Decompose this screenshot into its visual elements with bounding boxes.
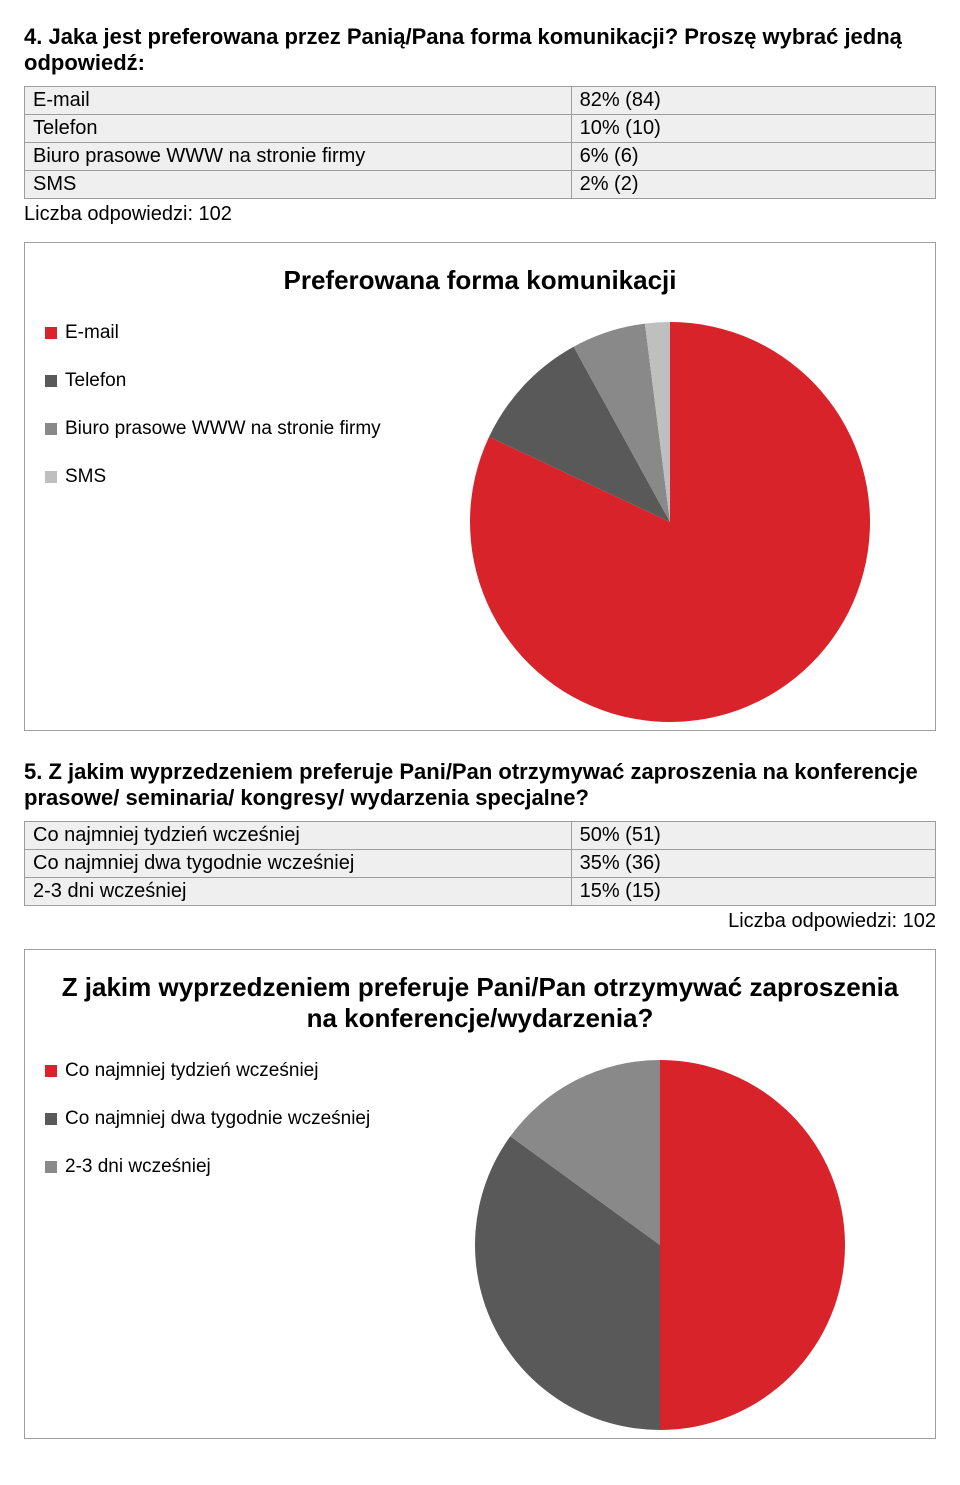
- legend-item: 2-3 dni wcześniej: [45, 1156, 405, 1178]
- q4-chart-box: Preferowana forma komunikacji E-mail Tele…: [24, 242, 936, 731]
- legend-label: Biuro prasowe WWW na stronie firmy: [65, 418, 381, 440]
- table-row: Co najmniej tydzień wcześniej 50% (51): [25, 822, 936, 850]
- legend-label: SMS: [65, 466, 106, 488]
- q5-table: Co najmniej tydzień wcześniej 50% (51) C…: [24, 821, 936, 906]
- legend-label: 2-3 dni wcześniej: [65, 1156, 211, 1178]
- legend-label: E-mail: [65, 322, 119, 344]
- legend-item: E-mail: [45, 322, 425, 344]
- legend-item: Biuro prasowe WWW na stronie firmy: [45, 418, 425, 440]
- legend-item: Co najmniej dwa tygodnie wcześniej: [45, 1108, 405, 1130]
- q5-count: Liczba odpowiedzi: 102: [24, 910, 936, 933]
- legend-item: SMS: [45, 466, 425, 488]
- legend-label: Telefon: [65, 370, 126, 392]
- pie-slice: [660, 1060, 845, 1430]
- q4-title: 4. Jaka jest preferowana przez Panią/Pan…: [24, 24, 936, 76]
- cell-label: E-mail: [25, 87, 572, 115]
- cell-label: Co najmniej dwa tygodnie wcześniej: [25, 850, 572, 878]
- cell-value: 82% (84): [571, 87, 935, 115]
- q4-count: Liczba odpowiedzi: 102: [24, 203, 936, 226]
- legend-item: Co najmniej tydzień wcześniej: [45, 1060, 405, 1082]
- q4-chart-title: Preferowana forma komunikacji: [45, 265, 915, 296]
- legend-swatch: [45, 423, 57, 435]
- table-row: Co najmniej dwa tygodnie wcześniej 35% (…: [25, 850, 936, 878]
- cell-label: 2-3 dni wcześniej: [25, 878, 572, 906]
- q5-chart-title: Z jakim wyprzedzeniem preferuje Pani/Pan…: [45, 972, 915, 1034]
- legend-swatch: [45, 1065, 57, 1077]
- legend-item: Telefon: [45, 370, 425, 392]
- legend-label: Co najmniej dwa tygodnie wcześniej: [65, 1108, 370, 1130]
- q4-table: E-mail 82% (84) Telefon 10% (10) Biuro p…: [24, 86, 936, 199]
- cell-value: 10% (10): [571, 115, 935, 143]
- legend-label: Co najmniej tydzień wcześniej: [65, 1060, 318, 1082]
- legend-swatch: [45, 1161, 57, 1173]
- cell-value: 50% (51): [571, 822, 935, 850]
- cell-value: 15% (15): [571, 878, 935, 906]
- q4-pie-wrap: [425, 322, 915, 722]
- table-row: SMS 2% (2): [25, 171, 936, 199]
- table-row: 2-3 dni wcześniej 15% (15): [25, 878, 936, 906]
- legend-swatch: [45, 1113, 57, 1125]
- cell-value: 35% (36): [571, 850, 935, 878]
- q5-chart-box: Z jakim wyprzedzeniem preferuje Pani/Pan…: [24, 949, 936, 1439]
- legend-swatch: [45, 327, 57, 339]
- q5-pie-chart: [475, 1060, 845, 1430]
- q5-title: 5. Z jakim wyprzedzeniem preferuje Pani/…: [24, 759, 936, 811]
- cell-label: Telefon: [25, 115, 572, 143]
- legend-swatch: [45, 375, 57, 387]
- cell-label: Co najmniej tydzień wcześniej: [25, 822, 572, 850]
- cell-value: 6% (6): [571, 143, 935, 171]
- table-row: Telefon 10% (10): [25, 115, 936, 143]
- q5-pie-wrap: [405, 1060, 915, 1430]
- q4-legend: E-mail Telefon Biuro prasowe WWW na stroni…: [45, 322, 425, 514]
- table-row: E-mail 82% (84): [25, 87, 936, 115]
- cell-label: Biuro prasowe WWW na stronie firmy: [25, 143, 572, 171]
- cell-value: 2% (2): [571, 171, 935, 199]
- q5-legend: Co najmniej tydzień wcześniej Co najmniej…: [45, 1060, 405, 1204]
- q4-pie-chart: [470, 322, 870, 722]
- table-row: Biuro prasowe WWW na stronie firmy 6% (6…: [25, 143, 936, 171]
- cell-label: SMS: [25, 171, 572, 199]
- legend-swatch: [45, 471, 57, 483]
